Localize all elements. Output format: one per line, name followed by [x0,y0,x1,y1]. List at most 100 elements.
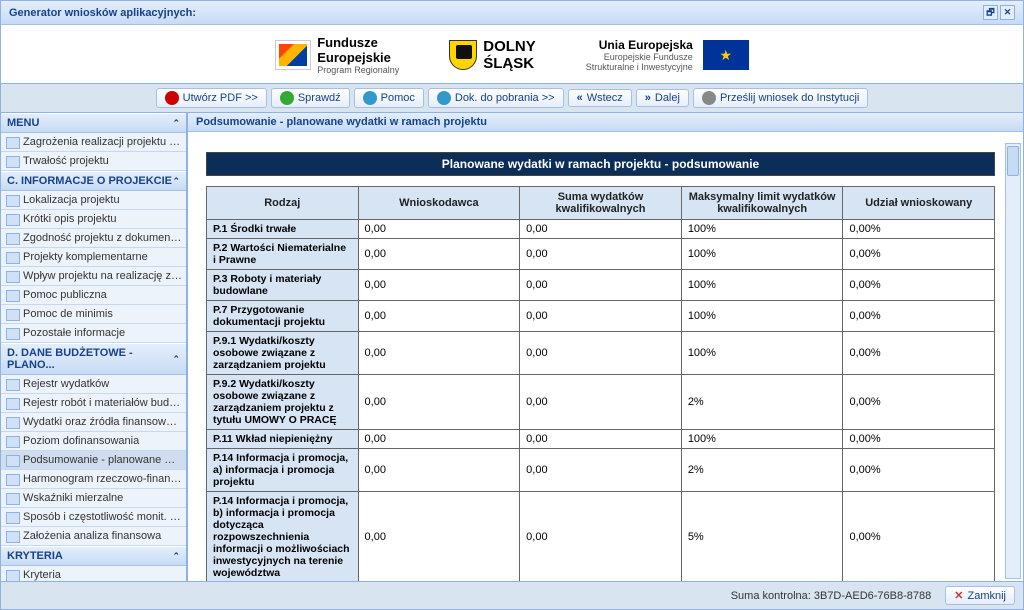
doc-icon [437,91,451,105]
row-label: P.14 Informacja i promocja, a) informacj… [207,449,359,492]
cell: 0,00 [520,449,682,492]
cell: 0,00% [843,301,995,332]
scrollbar[interactable] [1005,143,1021,579]
collapse-icon[interactable]: ⌃ [172,354,180,365]
table-row: P.7 Przygotowanie dokumentacji projektu0… [207,301,995,332]
row-label: P.7 Przygotowanie dokumentacji projektu [207,301,359,332]
content-area: Planowane wydatki w ramach projektu - po… [188,132,1023,581]
cell: 0,00 [520,239,682,270]
check-icon [280,91,294,105]
sidebar-item[interactable]: Trwałość projektu [1,152,186,171]
sidebar: MENU⌃ Zagrożenia realizacji projektu i s… [1,113,187,581]
sidebar-item[interactable]: Pozostałe informacje [1,324,186,343]
cell: 100% [681,239,843,270]
send-icon [702,91,716,105]
logo-ue-line1: Unia Europejska [586,38,693,52]
nav-d-list: Rejestr wydatkówRejestr robót i materiał… [1,375,186,546]
nav-c-list: Lokalizacja projektuKrótki opis projektu… [1,191,186,343]
sidebar-item[interactable]: Kryteria [1,566,186,581]
header-logos: Fundusze Europejskie Program Regionalny … [1,25,1023,84]
cell: 0,00 [520,332,682,375]
sidebar-item[interactable]: Podsumowanie - planowane wydatki w [1,451,186,470]
table-row: P.9.1 Wydatki/koszty osobowe związane z … [207,332,995,375]
logo-ue-line3: Strukturalne i Inwestycyjne [586,62,693,72]
sidebar-item[interactable]: Lokalizacja projektu [1,191,186,210]
cell: 0,00 [520,492,682,582]
minimize-icon[interactable]: 🗗 [983,5,998,20]
help-button[interactable]: Pomoc [354,88,424,108]
cell: 0,00% [843,449,995,492]
row-label: P.3 Roboty i materiały budowlane [207,270,359,301]
sidebar-item[interactable]: Założenia analiza finansowa [1,527,186,546]
footer: Suma kontrolna: 3B7D-AED6-76B8-8788 ✕Zam… [1,581,1023,609]
sidebar-item[interactable]: Zgodność projektu z dokumentami stra [1,229,186,248]
cell: 100% [681,430,843,449]
sidebar-item[interactable]: Pomoc publiczna [1,286,186,305]
table-header: Suma wydatków kwalifikowalnych [520,187,682,220]
nav-section-d[interactable]: D. DANE BUDŻETOWE - PLANO...⌃ [1,343,186,375]
window-title: Generator wniosków aplikacyjnych: [9,7,196,19]
table-row: P.2 Wartości Niematerialne i Prawne0,000… [207,239,995,270]
check-button[interactable]: Sprawdź [271,88,350,108]
cell: 0,00 [358,375,520,430]
close-icon[interactable]: ✕ [1000,5,1015,20]
collapse-icon[interactable]: ⌃ [172,118,180,129]
sidebar-item[interactable]: Krótki opis projektu [1,210,186,229]
cell: 0,00 [358,270,520,301]
cell: 100% [681,301,843,332]
table-header: Maksymalny limit wydatków kwalifikowalny… [681,187,843,220]
sidebar-item[interactable]: Zagrożenia realizacji projektu i sposob [1,133,186,152]
next-button[interactable]: »Dalej [636,89,689,107]
sidebar-item[interactable]: Pomoc de minimis [1,305,186,324]
app-window: Generator wniosków aplikacyjnych: 🗗 ✕ Fu… [0,0,1024,610]
chevron-right-icon: » [645,92,651,104]
window-controls: 🗗 ✕ [983,5,1015,20]
logo-dolny-slask: DOLNY ŚLĄSK [449,38,536,72]
cell: 0,00% [843,239,995,270]
back-button[interactable]: «Wstecz [568,89,632,107]
sidebar-item[interactable]: Wydatki oraz źródła finansowania proj [1,413,186,432]
table-row: P.14 Informacja i promocja, b) informacj… [207,492,995,582]
sidebar-item[interactable]: Wpływ projektu na realizację zasad ho [1,267,186,286]
cell: 0,00 [520,430,682,449]
collapse-icon[interactable]: ⌃ [172,176,180,187]
scrollbar-thumb[interactable] [1007,146,1019,176]
row-label: P.1 Środki trwałe [207,220,359,239]
nav-menu-header[interactable]: MENU⌃ [1,113,186,133]
collapse-icon[interactable]: ⌃ [172,551,180,562]
docs-button[interactable]: Dok. do pobrania >> [428,88,564,108]
logo-ds-line2: ŚLĄSK [483,55,536,72]
summary-table: RodzajWnioskodawcaSuma wydatków kwalifik… [206,186,995,581]
nav-section-c[interactable]: C. INFORMACJE O PROJEKCIE⌃ [1,171,186,191]
cell: 0,00 [358,301,520,332]
table-row: P.3 Roboty i materiały budowlane0,00 0,00… [207,270,995,301]
send-button[interactable]: Prześlij wniosek do Instytucji [693,88,868,108]
cell: 0,00 [358,332,520,375]
sidebar-item[interactable]: Harmonogram rzeczowo-finansowy [1,470,186,489]
sidebar-item[interactable]: Wskaźniki mierzalne [1,489,186,508]
cell: 0,00% [843,430,995,449]
body-area: MENU⌃ Zagrożenia realizacji projektu i s… [1,113,1023,581]
cell: 0,00 [520,220,682,239]
pdf-button[interactable]: Utwórz PDF >> [156,88,267,108]
table-row: P.11 Wkład niepieniężny0,000,00100%0,00% [207,430,995,449]
cell: 0,00% [843,270,995,301]
row-label: P.9.1 Wydatki/koszty osobowe związane z … [207,332,359,375]
table-row: P.14 Informacja i promocja, a) informacj… [207,449,995,492]
toolbar: Utwórz PDF >> Sprawdź Pomoc Dok. do pobr… [1,84,1023,113]
cell: 2% [681,449,843,492]
cell: 100% [681,332,843,375]
sidebar-item[interactable]: Poziom dofinansowania [1,432,186,451]
nav-section-kryt[interactable]: KRYTERIA⌃ [1,546,186,566]
cell: 100% [681,270,843,301]
cell: 100% [681,220,843,239]
cell: 0,00 [520,301,682,332]
sidebar-item[interactable]: Rejestr robót i materiałów budowlanyc [1,394,186,413]
close-button[interactable]: ✕Zamknij [945,586,1015,605]
table-row: P.1 Środki trwałe0,000,00100%0,00% [207,220,995,239]
sidebar-item[interactable]: Rejestr wydatków [1,375,186,394]
sidebar-item[interactable]: Projekty komplementarne [1,248,186,267]
logo-fe-line3: Program Regionalny [317,65,399,75]
logo-fundusze: Fundusze Europejskie Program Regionalny [275,35,399,75]
sidebar-item[interactable]: Sposób i częstotliwość monit. Wskaźni [1,508,186,527]
